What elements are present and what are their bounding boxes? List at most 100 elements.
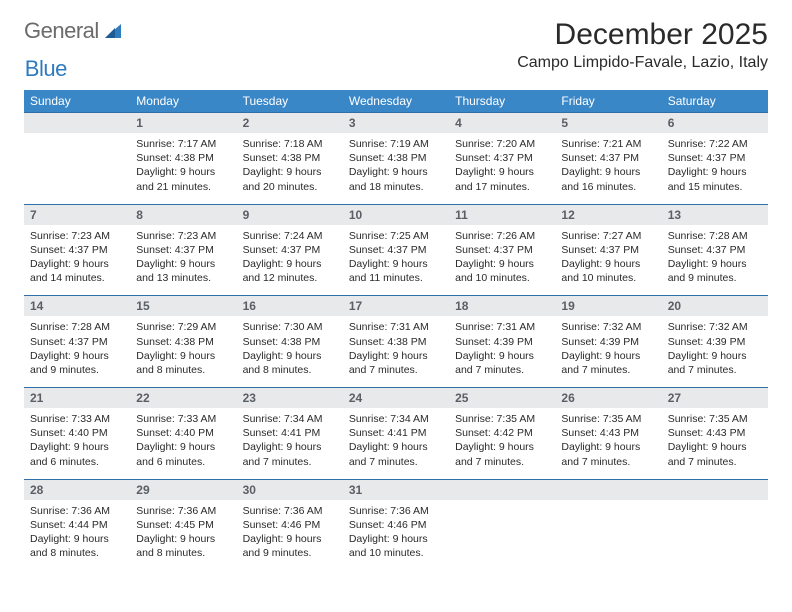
day2-text: and 7 minutes. [455, 455, 549, 469]
sunrise-text: Sunrise: 7:27 AM [561, 229, 655, 243]
day-cell: Sunrise: 7:28 AMSunset: 4:37 PMDaylight:… [662, 225, 768, 296]
day-number: 18 [449, 296, 555, 317]
day1-text: Daylight: 9 hours [243, 532, 337, 546]
day2-text: and 6 minutes. [136, 455, 230, 469]
day-cell: Sunrise: 7:31 AMSunset: 4:38 PMDaylight:… [343, 316, 449, 387]
day2-text: and 7 minutes. [455, 363, 549, 377]
sunset-text: Sunset: 4:46 PM [349, 518, 443, 532]
day1-text: Daylight: 9 hours [561, 165, 655, 179]
day-cell: Sunrise: 7:21 AMSunset: 4:37 PMDaylight:… [555, 133, 661, 204]
day2-text: and 7 minutes. [349, 363, 443, 377]
day-cell: Sunrise: 7:34 AMSunset: 4:41 PMDaylight:… [237, 408, 343, 479]
day-number: 30 [237, 479, 343, 500]
week-num-row: 14151617181920 [24, 296, 768, 317]
day1-text: Daylight: 9 hours [349, 440, 443, 454]
day2-text: and 7 minutes. [668, 363, 762, 377]
day-number: 16 [237, 296, 343, 317]
sunset-text: Sunset: 4:46 PM [243, 518, 337, 532]
week-data-row: Sunrise: 7:36 AMSunset: 4:44 PMDaylight:… [24, 500, 768, 571]
week-data-row: Sunrise: 7:17 AMSunset: 4:38 PMDaylight:… [24, 133, 768, 204]
day-number: 5 [555, 113, 661, 134]
day-number [24, 113, 130, 134]
week-num-row: 78910111213 [24, 204, 768, 225]
logo-word-1: General [24, 18, 99, 44]
sunrise-text: Sunrise: 7:18 AM [243, 137, 337, 151]
sunset-text: Sunset: 4:39 PM [668, 335, 762, 349]
week-num-row: 21222324252627 [24, 388, 768, 409]
day2-text: and 8 minutes. [243, 363, 337, 377]
day-cell: Sunrise: 7:35 AMSunset: 4:43 PMDaylight:… [662, 408, 768, 479]
sunrise-text: Sunrise: 7:34 AM [349, 412, 443, 426]
day-header-row: Sunday Monday Tuesday Wednesday Thursday… [24, 90, 768, 113]
day-cell: Sunrise: 7:32 AMSunset: 4:39 PMDaylight:… [662, 316, 768, 387]
day-number: 10 [343, 204, 449, 225]
sunset-text: Sunset: 4:37 PM [136, 243, 230, 257]
sunset-text: Sunset: 4:43 PM [668, 426, 762, 440]
day2-text: and 14 minutes. [30, 271, 124, 285]
sunrise-text: Sunrise: 7:36 AM [349, 504, 443, 518]
day-cell: Sunrise: 7:36 AMSunset: 4:45 PMDaylight:… [130, 500, 236, 571]
day2-text: and 10 minutes. [349, 546, 443, 560]
page-title: December 2025 [517, 18, 768, 52]
day2-text: and 9 minutes. [243, 546, 337, 560]
col-friday: Friday [555, 90, 661, 113]
sunset-text: Sunset: 4:37 PM [30, 243, 124, 257]
day2-text: and 8 minutes. [136, 546, 230, 560]
day2-text: and 10 minutes. [455, 271, 549, 285]
day1-text: Daylight: 9 hours [561, 257, 655, 271]
col-saturday: Saturday [662, 90, 768, 113]
day1-text: Daylight: 9 hours [243, 349, 337, 363]
day-number: 20 [662, 296, 768, 317]
sunrise-text: Sunrise: 7:29 AM [136, 320, 230, 334]
sunset-text: Sunset: 4:40 PM [30, 426, 124, 440]
sunset-text: Sunset: 4:39 PM [561, 335, 655, 349]
day-number: 31 [343, 479, 449, 500]
logo: General [24, 18, 123, 44]
sunrise-text: Sunrise: 7:22 AM [668, 137, 762, 151]
sunset-text: Sunset: 4:38 PM [349, 151, 443, 165]
day-cell: Sunrise: 7:36 AMSunset: 4:46 PMDaylight:… [343, 500, 449, 571]
calendar-body: 123456Sunrise: 7:17 AMSunset: 4:38 PMDay… [24, 113, 768, 571]
day-number: 22 [130, 388, 236, 409]
logo-word-2: Blue [25, 56, 67, 82]
day2-text: and 12 minutes. [243, 271, 337, 285]
day-cell: Sunrise: 7:29 AMSunset: 4:38 PMDaylight:… [130, 316, 236, 387]
day-cell [24, 133, 130, 204]
day1-text: Daylight: 9 hours [30, 349, 124, 363]
day2-text: and 7 minutes. [349, 455, 443, 469]
day2-text: and 7 minutes. [561, 455, 655, 469]
day-number: 11 [449, 204, 555, 225]
day1-text: Daylight: 9 hours [243, 440, 337, 454]
week-data-row: Sunrise: 7:28 AMSunset: 4:37 PMDaylight:… [24, 316, 768, 387]
location-text: Campo Limpido-Favale, Lazio, Italy [517, 54, 768, 72]
sunrise-text: Sunrise: 7:34 AM [243, 412, 337, 426]
day2-text: and 9 minutes. [668, 271, 762, 285]
day-number: 6 [662, 113, 768, 134]
day2-text: and 8 minutes. [136, 363, 230, 377]
day-cell: Sunrise: 7:27 AMSunset: 4:37 PMDaylight:… [555, 225, 661, 296]
day-number: 26 [555, 388, 661, 409]
day-cell: Sunrise: 7:32 AMSunset: 4:39 PMDaylight:… [555, 316, 661, 387]
day1-text: Daylight: 9 hours [349, 165, 443, 179]
col-tuesday: Tuesday [237, 90, 343, 113]
day2-text: and 20 minutes. [243, 180, 337, 194]
title-block: December 2025 Campo Limpido-Favale, Lazi… [517, 18, 768, 72]
day2-text: and 21 minutes. [136, 180, 230, 194]
day-number: 4 [449, 113, 555, 134]
sunrise-text: Sunrise: 7:24 AM [243, 229, 337, 243]
day1-text: Daylight: 9 hours [30, 532, 124, 546]
col-wednesday: Wednesday [343, 90, 449, 113]
day2-text: and 13 minutes. [136, 271, 230, 285]
day1-text: Daylight: 9 hours [668, 349, 762, 363]
sunset-text: Sunset: 4:38 PM [349, 335, 443, 349]
sunrise-text: Sunrise: 7:35 AM [455, 412, 549, 426]
day2-text: and 8 minutes. [30, 546, 124, 560]
sunset-text: Sunset: 4:38 PM [136, 151, 230, 165]
day-number: 27 [662, 388, 768, 409]
day1-text: Daylight: 9 hours [349, 532, 443, 546]
day-number: 25 [449, 388, 555, 409]
sunrise-text: Sunrise: 7:35 AM [561, 412, 655, 426]
sunrise-text: Sunrise: 7:26 AM [455, 229, 549, 243]
day-cell: Sunrise: 7:35 AMSunset: 4:43 PMDaylight:… [555, 408, 661, 479]
day2-text: and 6 minutes. [30, 455, 124, 469]
